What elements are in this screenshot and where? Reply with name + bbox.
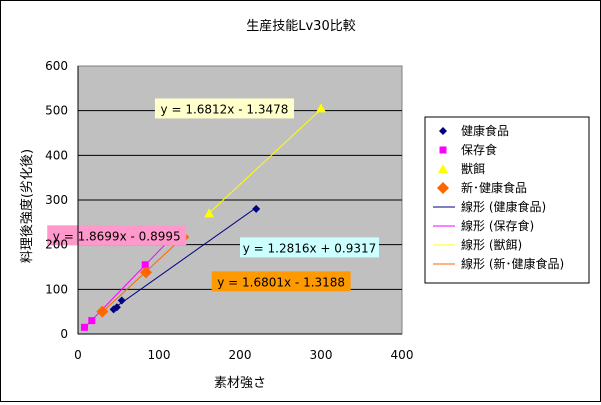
y-tick-label: 600 xyxy=(45,59,68,73)
x-tick-label: 400 xyxy=(391,348,414,362)
y-tick-label: 100 xyxy=(45,282,68,296)
data-point xyxy=(80,323,88,331)
equation-label: y = 1.6801x - 1.3188 xyxy=(211,271,351,292)
x-tick-label: 200 xyxy=(229,348,252,362)
annotations: y = 1.6812x - 1.3478 y = 1.8699x - 0.8995… xyxy=(47,98,379,292)
legend-entry: 健康食品 xyxy=(461,123,509,138)
y-tick-label: 0 xyxy=(60,327,68,341)
data-point xyxy=(141,261,149,269)
data-point xyxy=(438,164,448,173)
x-tick-label: 300 xyxy=(310,348,333,362)
data-point xyxy=(117,296,126,305)
data-point xyxy=(316,103,326,113)
trendline xyxy=(208,108,322,214)
y-tick-label: 300 xyxy=(45,193,68,207)
legend-entry: 線形 (健康食品) xyxy=(461,199,546,214)
y-tick-label: 500 xyxy=(45,104,68,118)
equation-label-bg xyxy=(154,98,294,119)
data-point xyxy=(439,127,447,135)
equation-label: y = 1.6812x - 1.3478 xyxy=(154,98,294,119)
data-point xyxy=(437,182,449,194)
equation-label-bg xyxy=(240,237,379,258)
legend-entry: 新･健康食品 xyxy=(461,180,527,195)
chart-title: 生産技能Lv30比較 xyxy=(246,18,355,34)
equation-label: y = 1.8699x - 0.8995 xyxy=(47,225,187,246)
legend-entry: 保存食 xyxy=(461,142,497,157)
equation-label-text: y = 1.6812x - 1.3478 xyxy=(161,102,289,116)
axes: 0 100 200 300 400 500 600 0 100 200 300 400 xyxy=(45,59,413,362)
x-axis-label: 素材強さ xyxy=(214,376,266,391)
data-point xyxy=(96,305,109,318)
equation-label-text: y = 1.8699x - 0.8995 xyxy=(53,229,181,243)
legend-entry: 線形 (新･健康食品) xyxy=(461,256,564,271)
data-point xyxy=(88,317,96,325)
data-point xyxy=(140,266,153,279)
legend-entry: 線形 (保存食) xyxy=(461,218,534,233)
equation-label: y = 1.2816x + 0.9317 xyxy=(240,237,379,258)
legend-entry: 線形 (獣餌) xyxy=(461,237,522,252)
data-point xyxy=(252,204,261,213)
x-tick-label: 100 xyxy=(148,348,171,362)
data-point xyxy=(439,146,447,154)
equation-label-text: y = 1.6801x - 1.3188 xyxy=(217,275,345,289)
data-point xyxy=(112,303,121,312)
trendline xyxy=(113,207,257,309)
data-point xyxy=(204,208,215,218)
equation-label-text: y = 1.2816x + 0.9317 xyxy=(243,241,377,255)
legend-box xyxy=(424,116,590,284)
legend-entry: 獣餌 xyxy=(461,161,485,176)
equation-label-bg xyxy=(47,225,187,246)
y-axis-label: 料理後強度(劣化後) xyxy=(19,149,35,263)
equation-label-bg xyxy=(211,271,351,292)
y-tick-label: 200 xyxy=(45,238,68,252)
y-tick-label: 400 xyxy=(45,148,68,162)
x-tick-label: 0 xyxy=(74,348,82,362)
